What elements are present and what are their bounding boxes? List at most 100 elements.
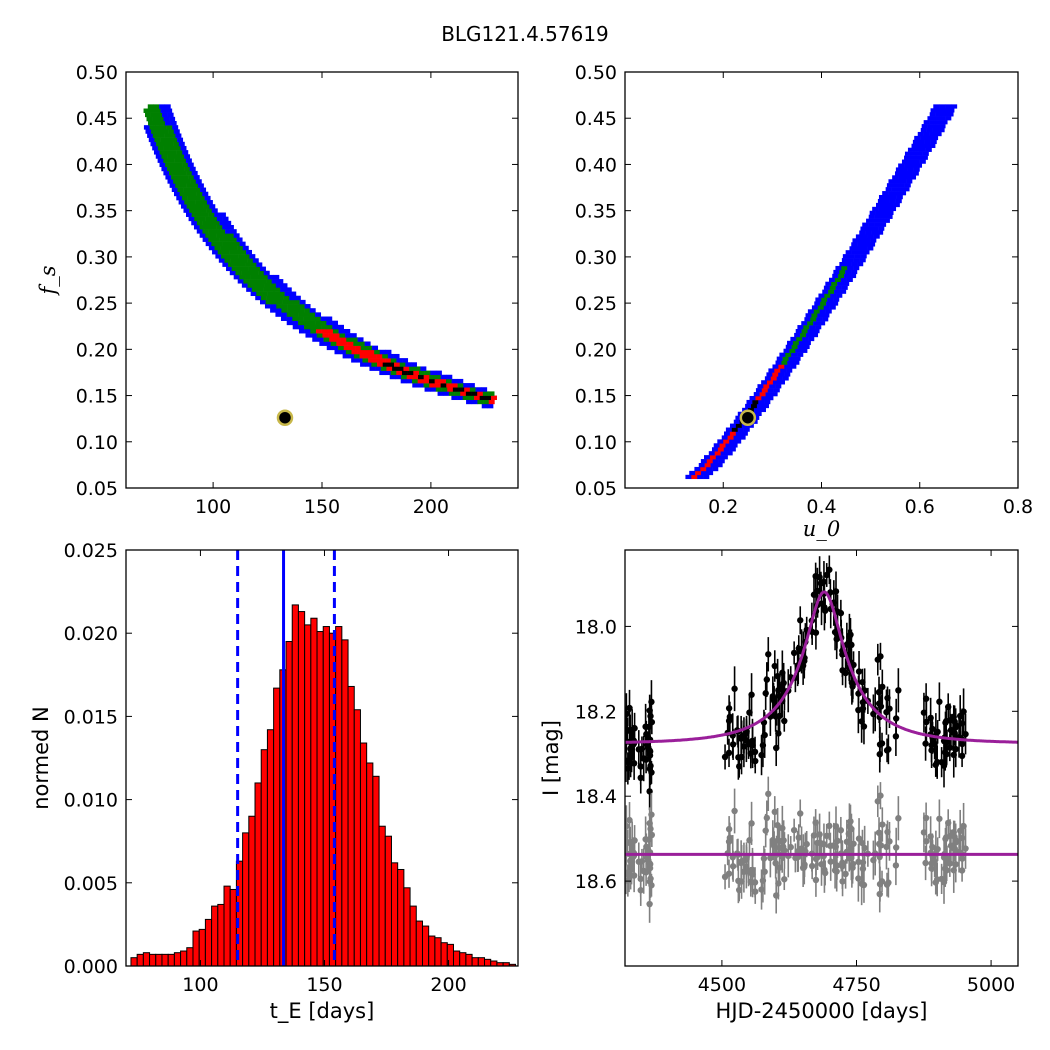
heatmap-cell xyxy=(927,124,934,129)
y-tick-label: 0.25 xyxy=(575,293,617,315)
heatmap-cell xyxy=(382,353,389,359)
lightcurve-point xyxy=(648,698,655,706)
heatmap-cell xyxy=(460,391,467,396)
y-tick-label: 0.15 xyxy=(575,386,617,408)
heatmap-cell xyxy=(265,299,272,305)
y-tick-label: 18.2 xyxy=(575,701,617,723)
heatmap-cell xyxy=(939,104,946,109)
heatmap-cell xyxy=(471,399,478,405)
heatmap-cell xyxy=(194,187,201,193)
heatmap-cell xyxy=(414,366,421,371)
heatmap-cell xyxy=(834,277,842,283)
heatmap-cell xyxy=(715,455,722,460)
residual-point xyxy=(749,866,756,874)
heatmap-cell xyxy=(446,374,453,380)
heatmap-cell xyxy=(424,387,431,392)
heatmap-cell xyxy=(825,309,832,314)
heatmap-cell xyxy=(833,297,840,302)
heatmap-cell xyxy=(831,281,838,286)
heatmap-cell xyxy=(691,474,698,480)
heatmap-cell xyxy=(193,195,200,201)
heatmap-cell xyxy=(249,279,255,284)
heatmap-cell xyxy=(373,358,380,363)
heatmap-cell xyxy=(178,166,185,172)
heatmap-cell xyxy=(689,470,696,476)
heatmap-cell xyxy=(159,104,166,109)
residual-point xyxy=(790,826,798,834)
heatmap-cell xyxy=(274,287,281,292)
heatmap-cell xyxy=(167,112,174,118)
panel-u0-fs: 0.2 0.4 0.6 0.8 0.05 0.10 0.15 0.20 0.25 0.30 0.35… xyxy=(575,62,1033,541)
heatmap-cell xyxy=(154,108,161,113)
heatmap-cell xyxy=(317,337,324,342)
heatmap-cell xyxy=(298,312,305,317)
heatmap-cell xyxy=(310,328,317,334)
heatmap-cell xyxy=(810,317,817,322)
lightcurve-point xyxy=(895,687,902,694)
residual-point xyxy=(812,855,820,863)
heatmap-cell xyxy=(165,162,172,168)
heatmap-cell xyxy=(213,229,220,234)
lightcurve-point xyxy=(631,725,638,732)
heatmap-cell xyxy=(791,352,798,357)
heatmap-cell xyxy=(859,230,866,235)
heatmap-cell xyxy=(756,403,764,409)
lightcurve-point xyxy=(781,717,788,725)
heatmap-cell xyxy=(227,224,234,230)
heatmap-cell xyxy=(316,333,323,338)
heatmap-cell xyxy=(735,431,742,436)
heatmap-cell xyxy=(217,241,223,247)
residual-point xyxy=(922,859,929,867)
heatmap-cell xyxy=(725,443,732,448)
heatmap-cell xyxy=(365,353,372,359)
histogram-bar xyxy=(291,604,299,967)
heatmap-cell xyxy=(184,200,191,205)
panel-lightcurve: 4500 4750 5000 18.0 18.2 18.4 18.6 HJD-2450000 … xyxy=(539,549,1019,1023)
lightcurve-point xyxy=(885,746,892,753)
heatmap-cell xyxy=(152,116,159,122)
heatmap-cell xyxy=(860,226,867,231)
heatmap-cell xyxy=(909,155,917,160)
heatmap-cell xyxy=(921,155,928,160)
heatmap-cell xyxy=(855,234,863,239)
heatmap-cell xyxy=(392,366,399,371)
heatmap-cell xyxy=(202,220,209,226)
heatmap-cell xyxy=(189,200,196,205)
best-fit-marker xyxy=(276,409,294,426)
heatmap-cell xyxy=(233,241,240,247)
heatmap-cell xyxy=(468,395,475,401)
residual-point xyxy=(885,879,892,886)
heatmap-cell xyxy=(169,133,176,138)
heatmap-cell xyxy=(748,407,755,413)
heatmap-cell xyxy=(418,374,424,380)
heatmap-cell xyxy=(767,380,774,385)
heatmap-cell xyxy=(336,341,343,346)
heatmap-cell xyxy=(173,179,180,184)
heatmap-cell xyxy=(903,187,910,192)
heatmap-cell xyxy=(340,349,347,355)
heatmap-cell xyxy=(896,194,903,200)
heatmap-cell xyxy=(458,387,465,392)
heatmap-cell xyxy=(155,125,162,130)
heatmap-cell xyxy=(182,150,189,155)
heatmap-cell xyxy=(807,321,814,326)
residual-point xyxy=(801,861,808,868)
heatmap-cell xyxy=(945,104,952,109)
heatmap-cell xyxy=(782,356,789,361)
heatmap-cell xyxy=(233,274,240,280)
x-axis-label: HJD-2450000 [days] xyxy=(716,999,928,1023)
lightcurve-point xyxy=(876,741,884,748)
heatmap-cell xyxy=(315,312,322,317)
heatmap-cell xyxy=(466,399,473,405)
heatmap-cell xyxy=(789,348,796,353)
heatmap-cell xyxy=(787,360,794,365)
histogram-bar xyxy=(440,942,448,967)
heatmap-cell xyxy=(362,349,369,355)
heatmap-cell xyxy=(351,358,358,363)
heatmap-cell xyxy=(181,204,187,209)
heatmap-cell xyxy=(172,154,179,159)
lightcurve-point xyxy=(879,683,886,691)
heatmap-cell xyxy=(916,151,923,156)
lightcurve-point xyxy=(892,733,900,740)
heatmap-cell xyxy=(340,337,347,342)
